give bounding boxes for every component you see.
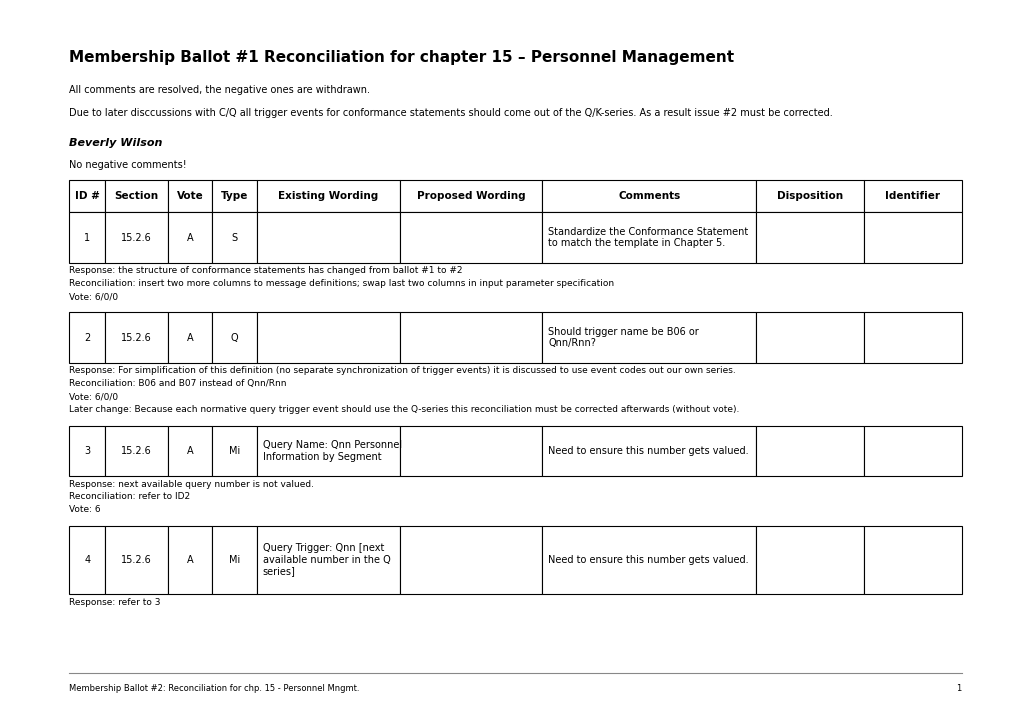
Text: Response: For simplification of this definition (no separate synchronization of : Response: For simplification of this def… — [69, 366, 736, 376]
Text: 2: 2 — [84, 333, 91, 343]
Bar — [69, 312, 105, 363]
Bar — [756, 526, 863, 594]
Text: Should trigger name be B06 or
Qnn/Rnn?: Should trigger name be B06 or Qnn/Rnn? — [548, 327, 698, 348]
Text: Mi: Mi — [228, 446, 239, 456]
Bar — [399, 426, 542, 476]
Text: A: A — [186, 233, 193, 243]
Bar — [399, 526, 542, 594]
Bar — [542, 426, 756, 476]
Bar — [105, 526, 167, 594]
Text: 1: 1 — [85, 233, 91, 243]
Bar — [212, 312, 257, 363]
Bar — [756, 312, 863, 363]
Bar — [863, 180, 961, 212]
Bar — [105, 180, 167, 212]
Bar — [863, 312, 961, 363]
Text: Comments: Comments — [618, 192, 680, 201]
Bar — [167, 212, 212, 263]
Text: 15.2.6: 15.2.6 — [121, 333, 152, 343]
Text: Query Name: Qnn Personnel
Information by Segment: Query Name: Qnn Personnel Information by… — [263, 440, 401, 462]
Text: Vote: Vote — [176, 192, 203, 201]
Bar — [212, 180, 257, 212]
Text: S: S — [231, 233, 237, 243]
Text: Vote: 6/0/0: Vote: 6/0/0 — [69, 292, 118, 302]
Bar — [863, 526, 961, 594]
Bar — [756, 180, 863, 212]
Bar — [257, 180, 399, 212]
Bar — [756, 426, 863, 476]
Text: 1: 1 — [956, 684, 961, 693]
Bar — [167, 426, 212, 476]
Bar — [542, 312, 756, 363]
Bar — [167, 526, 212, 594]
Text: Need to ensure this number gets valued.: Need to ensure this number gets valued. — [548, 446, 748, 456]
Text: A: A — [186, 555, 193, 564]
Bar — [212, 526, 257, 594]
Bar — [105, 426, 167, 476]
Text: A: A — [186, 446, 193, 456]
Text: 15.2.6: 15.2.6 — [121, 233, 152, 243]
Text: Reconciliation: refer to ID2: Reconciliation: refer to ID2 — [69, 492, 191, 502]
Bar — [257, 426, 399, 476]
Bar — [863, 212, 961, 263]
Text: Response: the structure of conformance statements has changed from ballot #1 to : Response: the structure of conformance s… — [69, 266, 463, 276]
Text: Proposed Wording: Proposed Wording — [416, 192, 525, 201]
Text: Later change: Because each normative query trigger event should use the Q-series: Later change: Because each normative que… — [69, 405, 739, 415]
Text: Due to later disccussions with C/Q all trigger events for conformance statements: Due to later disccussions with C/Q all t… — [69, 108, 833, 118]
Text: Membership Ballot #1 Reconciliation for chapter 15 – Personnel Management: Membership Ballot #1 Reconciliation for … — [69, 50, 734, 66]
Bar — [257, 526, 399, 594]
Bar — [69, 180, 105, 212]
Text: Need to ensure this number gets valued.: Need to ensure this number gets valued. — [548, 555, 748, 564]
Bar — [542, 212, 756, 263]
Text: Mi: Mi — [228, 555, 239, 564]
Bar — [69, 426, 105, 476]
Bar — [756, 212, 863, 263]
Bar — [257, 312, 399, 363]
Bar — [69, 526, 105, 594]
Bar — [167, 312, 212, 363]
Text: Type: Type — [220, 192, 248, 201]
Text: 4: 4 — [85, 555, 91, 564]
Text: Vote: 6: Vote: 6 — [69, 505, 101, 515]
Text: 15.2.6: 15.2.6 — [121, 446, 152, 456]
Text: Q: Q — [230, 333, 238, 343]
Bar — [399, 312, 542, 363]
Text: Vote: 6/0/0: Vote: 6/0/0 — [69, 392, 118, 402]
Bar — [863, 426, 961, 476]
Text: 3: 3 — [85, 446, 91, 456]
Bar — [105, 312, 167, 363]
Text: Disposition: Disposition — [776, 192, 843, 201]
Text: Identifier: Identifier — [884, 192, 940, 201]
Bar — [399, 180, 542, 212]
Text: Existing Wording: Existing Wording — [278, 192, 378, 201]
Text: 15.2.6: 15.2.6 — [121, 555, 152, 564]
Bar — [69, 212, 105, 263]
Text: No negative comments!: No negative comments! — [69, 160, 186, 170]
Bar — [212, 426, 257, 476]
Bar — [167, 180, 212, 212]
Text: A: A — [186, 333, 193, 343]
Text: Reconciliation: B06 and B07 instead of Qnn/Rnn: Reconciliation: B06 and B07 instead of Q… — [69, 379, 286, 389]
Text: Membership Ballot #2: Reconciliation for chp. 15 - Personnel Mngmt.: Membership Ballot #2: Reconciliation for… — [69, 684, 360, 693]
Text: Response: next available query number is not valued.: Response: next available query number is… — [69, 480, 314, 489]
Text: Section: Section — [114, 192, 158, 201]
Text: Standardize the Conformance Statement
to match the template in Chapter 5.: Standardize the Conformance Statement to… — [548, 227, 748, 248]
Bar — [399, 212, 542, 263]
Bar — [542, 180, 756, 212]
Text: Beverly Wilson: Beverly Wilson — [69, 138, 163, 148]
Text: Reconciliation: insert two more columns to message definitions; swap last two co: Reconciliation: insert two more columns … — [69, 279, 613, 289]
Text: Query Trigger: Qnn [next
available number in the Q
series]: Query Trigger: Qnn [next available numbe… — [263, 543, 390, 577]
Bar — [105, 212, 167, 263]
Bar — [212, 212, 257, 263]
Bar — [542, 526, 756, 594]
Text: All comments are resolved, the negative ones are withdrawn.: All comments are resolved, the negative … — [69, 85, 370, 95]
Text: ID #: ID # — [74, 192, 100, 201]
Bar — [257, 212, 399, 263]
Text: Response: refer to 3: Response: refer to 3 — [69, 598, 161, 607]
